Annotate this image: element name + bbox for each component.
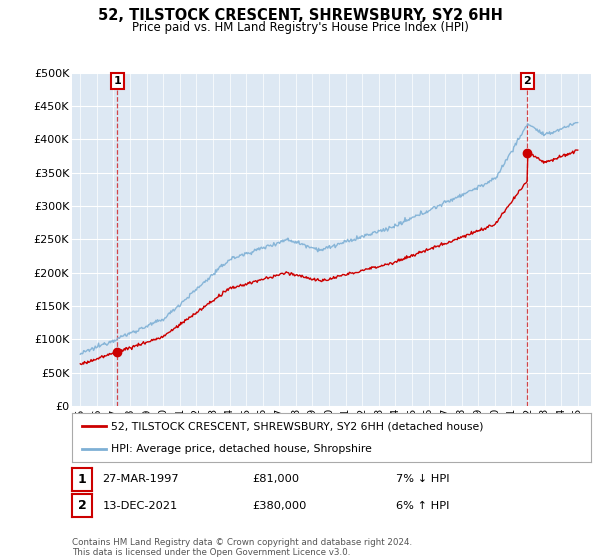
Text: 7% ↓ HPI: 7% ↓ HPI — [396, 474, 449, 484]
Text: 1: 1 — [113, 76, 121, 86]
Text: HPI: Average price, detached house, Shropshire: HPI: Average price, detached house, Shro… — [111, 444, 372, 454]
Text: £81,000: £81,000 — [252, 474, 299, 484]
Text: 13-DEC-2021: 13-DEC-2021 — [103, 501, 178, 511]
Text: 2: 2 — [77, 499, 86, 512]
Text: 1: 1 — [77, 473, 86, 486]
Text: 6% ↑ HPI: 6% ↑ HPI — [396, 501, 449, 511]
Text: 52, TILSTOCK CRESCENT, SHREWSBURY, SY2 6HH (detached house): 52, TILSTOCK CRESCENT, SHREWSBURY, SY2 6… — [111, 421, 484, 431]
Text: Contains HM Land Registry data © Crown copyright and database right 2024.
This d: Contains HM Land Registry data © Crown c… — [72, 538, 412, 557]
Text: 52, TILSTOCK CRESCENT, SHREWSBURY, SY2 6HH: 52, TILSTOCK CRESCENT, SHREWSBURY, SY2 6… — [98, 8, 502, 24]
Text: £380,000: £380,000 — [252, 501, 307, 511]
Text: 27-MAR-1997: 27-MAR-1997 — [103, 474, 179, 484]
Text: Price paid vs. HM Land Registry's House Price Index (HPI): Price paid vs. HM Land Registry's House … — [131, 21, 469, 34]
Text: 2: 2 — [523, 76, 531, 86]
